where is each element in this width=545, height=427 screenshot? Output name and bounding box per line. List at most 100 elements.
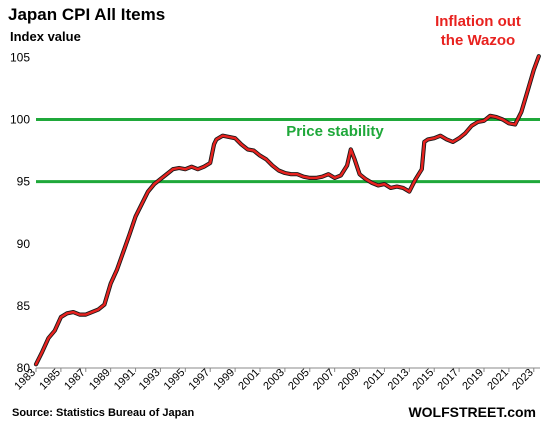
data-point	[258, 154, 262, 157]
data-point	[526, 89, 529, 93]
x-tick-label: 1997	[187, 367, 213, 393]
inflation-annotation-line-1: Inflation out	[435, 13, 521, 30]
data-point	[122, 251, 125, 254]
data-point	[537, 55, 540, 58]
x-tick-label: 2007	[311, 367, 337, 393]
x-tick-label: 2021	[485, 367, 511, 393]
data-point	[489, 114, 492, 117]
source-note: Source: Statistics Bureau of Japan	[12, 407, 194, 419]
data-point	[215, 138, 218, 141]
data-point	[212, 143, 216, 146]
data-point	[227, 135, 230, 139]
data-point	[153, 183, 156, 186]
data-point	[209, 161, 212, 165]
x-tick-label: 2003	[261, 367, 287, 393]
data-point	[514, 123, 517, 126]
y-tick-label: 85	[17, 299, 31, 313]
y-tick-label: 95	[17, 175, 31, 189]
data-point	[302, 175, 305, 178]
data-point	[423, 140, 426, 143]
data-point	[41, 350, 44, 353]
data-point	[90, 310, 94, 314]
data-point	[476, 120, 479, 124]
data-point	[327, 173, 330, 176]
data-point	[146, 190, 150, 193]
data-point	[358, 173, 361, 176]
x-tick-label: 1989	[87, 367, 113, 393]
data-point	[178, 166, 181, 170]
data-point	[109, 282, 112, 285]
data-point	[165, 173, 168, 176]
series-line-shadow	[33, 54, 541, 367]
x-tick-label: 2015	[411, 367, 437, 393]
x-tick-label: 1993	[137, 367, 163, 393]
y-tick-label: 105	[10, 50, 30, 64]
data-point	[333, 176, 336, 180]
chart-title: Japan CPI All Items	[8, 5, 165, 24]
data-point	[520, 110, 523, 114]
y-tick-label: 80	[17, 361, 31, 375]
data-point	[240, 143, 243, 146]
x-tick-label: 1985	[37, 367, 63, 393]
data-point	[458, 137, 461, 140]
data-point	[159, 178, 162, 181]
data-point	[414, 178, 417, 181]
data-point	[97, 308, 100, 311]
data-point	[470, 124, 473, 127]
data-point	[353, 158, 356, 161]
x-tick-label: 1999	[211, 367, 237, 393]
data-point	[433, 137, 436, 140]
data-point	[78, 313, 81, 316]
data-point	[501, 118, 504, 121]
x-tick-label: 2005	[286, 367, 312, 393]
x-tick-label: 1991	[112, 367, 138, 393]
y-axis-ticks: 80 85 90 95 100 105	[10, 50, 30, 375]
data-point	[190, 165, 193, 168]
data-point	[265, 158, 268, 161]
series-layer	[33, 54, 541, 367]
data-point	[53, 329, 56, 332]
brand-label: WOLFSTREET.com	[408, 404, 536, 420]
x-tick-label: 2001	[236, 367, 262, 393]
data-point	[283, 171, 286, 175]
data-point	[321, 175, 324, 178]
data-point	[377, 184, 380, 187]
data-point	[66, 312, 69, 315]
data-point	[426, 138, 430, 141]
data-point	[495, 115, 498, 119]
x-tick-label: 2011	[361, 367, 386, 392]
data-point	[420, 168, 423, 171]
data-point	[171, 168, 174, 171]
data-point	[383, 183, 386, 186]
data-point	[47, 337, 50, 340]
x-tick-label: 2019	[460, 367, 486, 393]
data-point	[507, 122, 510, 125]
data-point	[115, 268, 118, 271]
data-point	[103, 303, 106, 306]
y-axis-label: Index value	[10, 29, 81, 44]
data-point	[439, 134, 442, 137]
x-tick-label: 1987	[62, 367, 88, 393]
data-point	[196, 168, 199, 171]
data-point	[72, 310, 75, 314]
inflation-annotation-line-2: the Wazoo	[441, 32, 515, 49]
data-point	[395, 185, 398, 188]
data-point	[308, 176, 311, 180]
data-point	[296, 173, 299, 176]
data-point	[84, 313, 87, 316]
data-point	[314, 176, 318, 180]
data-point	[140, 202, 143, 206]
x-axis-ticks: 1983 1985 1987 1989 1991 1993 1995 1997 1999 2001…	[12, 367, 536, 393]
data-point	[128, 233, 131, 237]
data-point	[234, 137, 237, 140]
x-tick-label: 1995	[162, 367, 188, 393]
x-tick-label: 2023	[510, 367, 536, 393]
price-stability-annotation: Price stability	[286, 123, 384, 140]
x-tick-label: 2017	[435, 367, 461, 393]
data-point	[290, 173, 293, 176]
data-point	[451, 140, 454, 143]
reference-lines	[36, 118, 540, 184]
data-point	[370, 181, 374, 184]
data-point	[408, 190, 411, 193]
data-point	[445, 138, 448, 141]
